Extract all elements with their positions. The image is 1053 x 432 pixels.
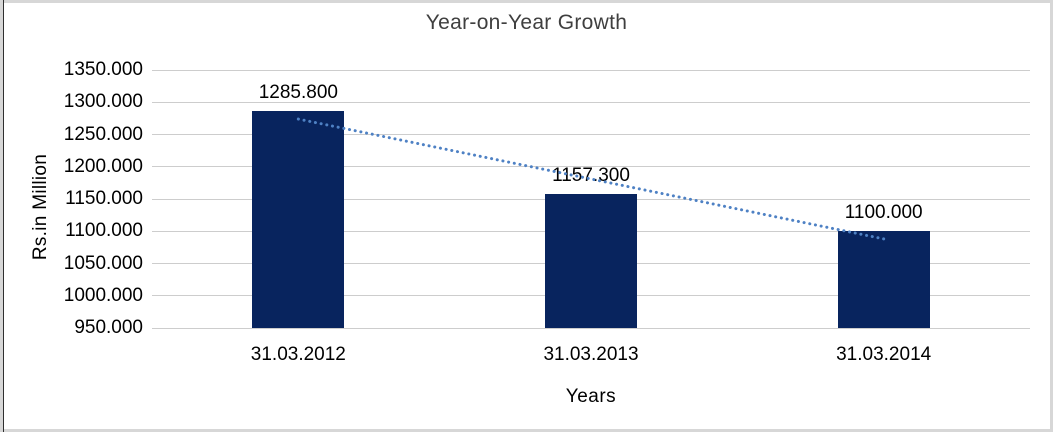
y-tick-label: 1300.000 bbox=[63, 91, 143, 113]
x-category-label: 31.03.2013 bbox=[543, 344, 639, 365]
bar bbox=[252, 111, 345, 328]
bar-value-label: 1157.300 bbox=[552, 165, 630, 187]
gridline bbox=[152, 327, 1030, 329]
bar-value-label: 1285.800 bbox=[258, 82, 338, 104]
x-category-label: 31.03.2012 bbox=[250, 344, 346, 365]
window-left-edge-line bbox=[3, 0, 4, 432]
bar-value-label: 1100.000 bbox=[844, 202, 923, 224]
gridline bbox=[152, 101, 1030, 103]
x-category-label: 31.03.2014 bbox=[836, 344, 932, 365]
y-tick-label: 1150.000 bbox=[65, 188, 143, 209]
chart-title: Year-on-Year Growth bbox=[425, 11, 628, 34]
bar bbox=[545, 194, 637, 328]
x-axis-title: Years bbox=[565, 386, 617, 407]
y-tick-label: 1050.000 bbox=[63, 252, 143, 274]
y-tick-label: 1000.000 bbox=[63, 284, 143, 306]
y-tick-label: 950.000 bbox=[74, 317, 143, 338]
y-tick-label: 1250.000 bbox=[63, 123, 143, 145]
y-tick-label: 1100.000 bbox=[65, 220, 143, 242]
y-tick-label: 1350.000 bbox=[63, 59, 143, 80]
bar bbox=[837, 231, 930, 328]
y-tick-label: 1200.000 bbox=[63, 155, 143, 177]
gridline bbox=[152, 69, 1030, 71]
